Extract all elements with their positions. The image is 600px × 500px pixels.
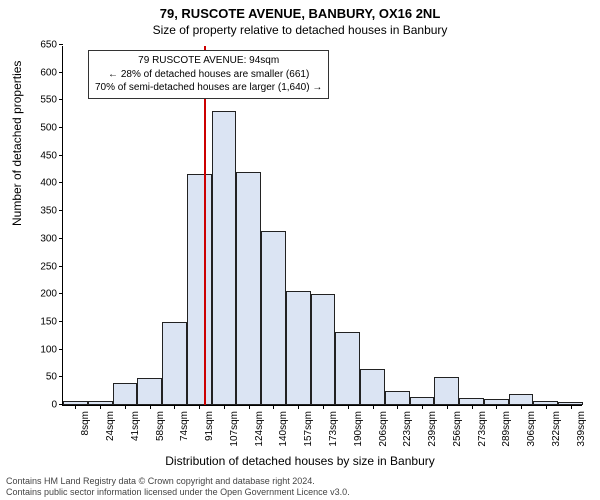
- ytick-mark: [59, 321, 63, 322]
- histogram-bar: [286, 291, 311, 405]
- xtick-mark: [298, 405, 299, 409]
- xtick-mark: [100, 405, 101, 409]
- ytick-label: 150: [40, 316, 57, 327]
- plot-region: 0501001502002503003504004505005506006508…: [62, 46, 582, 406]
- histogram-bar: [212, 111, 237, 405]
- ytick-label: 400: [40, 178, 57, 189]
- xtick-label: 339sqm: [576, 411, 587, 447]
- xtick-label: 41sqm: [130, 411, 141, 441]
- histogram-bar: [360, 369, 385, 405]
- callout-line2: ← 28% of detached houses are smaller (66…: [95, 68, 322, 82]
- xtick-label: 256sqm: [452, 411, 463, 447]
- histogram-bar: [137, 378, 162, 405]
- histogram-bar: [311, 294, 336, 405]
- xtick-label: 8sqm: [80, 411, 91, 435]
- xtick-label: 273sqm: [477, 411, 488, 447]
- xtick-label: 173sqm: [328, 411, 339, 447]
- histogram-bar: [113, 383, 138, 405]
- histogram-bar: [335, 332, 360, 405]
- xtick-label: 91sqm: [204, 411, 215, 441]
- ytick-label: 600: [40, 67, 57, 78]
- ytick-mark: [59, 293, 63, 294]
- xtick-mark: [174, 405, 175, 409]
- histogram-bar: [162, 322, 187, 405]
- xtick-label: 239sqm: [427, 411, 438, 447]
- xtick-label: 157sqm: [303, 411, 314, 447]
- callout-line1: 79 RUSCOTE AVENUE: 94sqm: [95, 54, 322, 68]
- xtick-label: 124sqm: [254, 411, 265, 447]
- ytick-label: 300: [40, 233, 57, 244]
- xtick-label: 74sqm: [179, 411, 190, 441]
- ytick-mark: [59, 127, 63, 128]
- ytick-label: 450: [40, 150, 57, 161]
- histogram-bar: [410, 397, 435, 405]
- ytick-label: 50: [46, 372, 57, 383]
- xtick-label: 107sqm: [229, 411, 240, 447]
- xtick-mark: [373, 405, 374, 409]
- callout-line3: 70% of semi-detached houses are larger (…: [95, 81, 322, 95]
- footer-line2: Contains public sector information licen…: [6, 487, 350, 498]
- xtick-mark: [397, 405, 398, 409]
- footer-line1: Contains HM Land Registry data © Crown c…: [6, 476, 350, 487]
- reference-line: [204, 46, 206, 405]
- xtick-label: 140sqm: [278, 411, 289, 447]
- ytick-label: 550: [40, 95, 57, 106]
- histogram-bar: [434, 377, 459, 405]
- xtick-label: 206sqm: [378, 411, 389, 447]
- xtick-mark: [125, 405, 126, 409]
- xtick-mark: [273, 405, 274, 409]
- ytick-label: 200: [40, 289, 57, 300]
- histogram-bar: [509, 394, 534, 405]
- xtick-mark: [521, 405, 522, 409]
- ytick-mark: [59, 376, 63, 377]
- chart-title-sub: Size of property relative to detached ho…: [0, 21, 600, 41]
- ytick-label: 350: [40, 206, 57, 217]
- ytick-mark: [59, 182, 63, 183]
- ytick-mark: [59, 238, 63, 239]
- xtick-mark: [546, 405, 547, 409]
- xtick-mark: [422, 405, 423, 409]
- histogram-bar: [236, 172, 261, 405]
- ytick-label: 500: [40, 123, 57, 134]
- xtick-mark: [472, 405, 473, 409]
- xtick-label: 223sqm: [402, 411, 413, 447]
- xtick-mark: [323, 405, 324, 409]
- xtick-label: 289sqm: [501, 411, 512, 447]
- ytick-mark: [59, 349, 63, 350]
- footer-attribution: Contains HM Land Registry data © Crown c…: [6, 476, 350, 499]
- histogram-bar: [385, 391, 410, 405]
- chart-area: 0501001502002503003504004505005506006508…: [62, 46, 582, 406]
- xtick-label: 322sqm: [551, 411, 562, 447]
- histogram-bar: [459, 398, 484, 405]
- xtick-mark: [224, 405, 225, 409]
- ytick-label: 0: [51, 400, 57, 411]
- chart-title-main: 79, RUSCOTE AVENUE, BANBURY, OX16 2NL: [0, 0, 600, 21]
- ytick-label: 100: [40, 344, 57, 355]
- ytick-label: 250: [40, 261, 57, 272]
- xtick-mark: [150, 405, 151, 409]
- ytick-mark: [59, 99, 63, 100]
- y-axis-label: Number of detached properties: [10, 61, 24, 226]
- histogram-bar: [187, 174, 212, 406]
- xtick-mark: [447, 405, 448, 409]
- x-axis-label: Distribution of detached houses by size …: [0, 454, 600, 468]
- xtick-mark: [249, 405, 250, 409]
- xtick-label: 24sqm: [105, 411, 116, 441]
- callout-box: 79 RUSCOTE AVENUE: 94sqm ← 28% of detach…: [88, 50, 329, 99]
- ytick-label: 650: [40, 40, 57, 51]
- xtick-mark: [348, 405, 349, 409]
- xtick-label: 190sqm: [353, 411, 364, 447]
- xtick-label: 306sqm: [526, 411, 537, 447]
- ytick-mark: [59, 44, 63, 45]
- ytick-mark: [59, 266, 63, 267]
- xtick-mark: [75, 405, 76, 409]
- xtick-mark: [571, 405, 572, 409]
- histogram-bar: [261, 231, 286, 405]
- ytick-mark: [59, 72, 63, 73]
- ytick-mark: [59, 155, 63, 156]
- xtick-label: 58sqm: [155, 411, 166, 441]
- xtick-mark: [496, 405, 497, 409]
- xtick-mark: [199, 405, 200, 409]
- ytick-mark: [59, 210, 63, 211]
